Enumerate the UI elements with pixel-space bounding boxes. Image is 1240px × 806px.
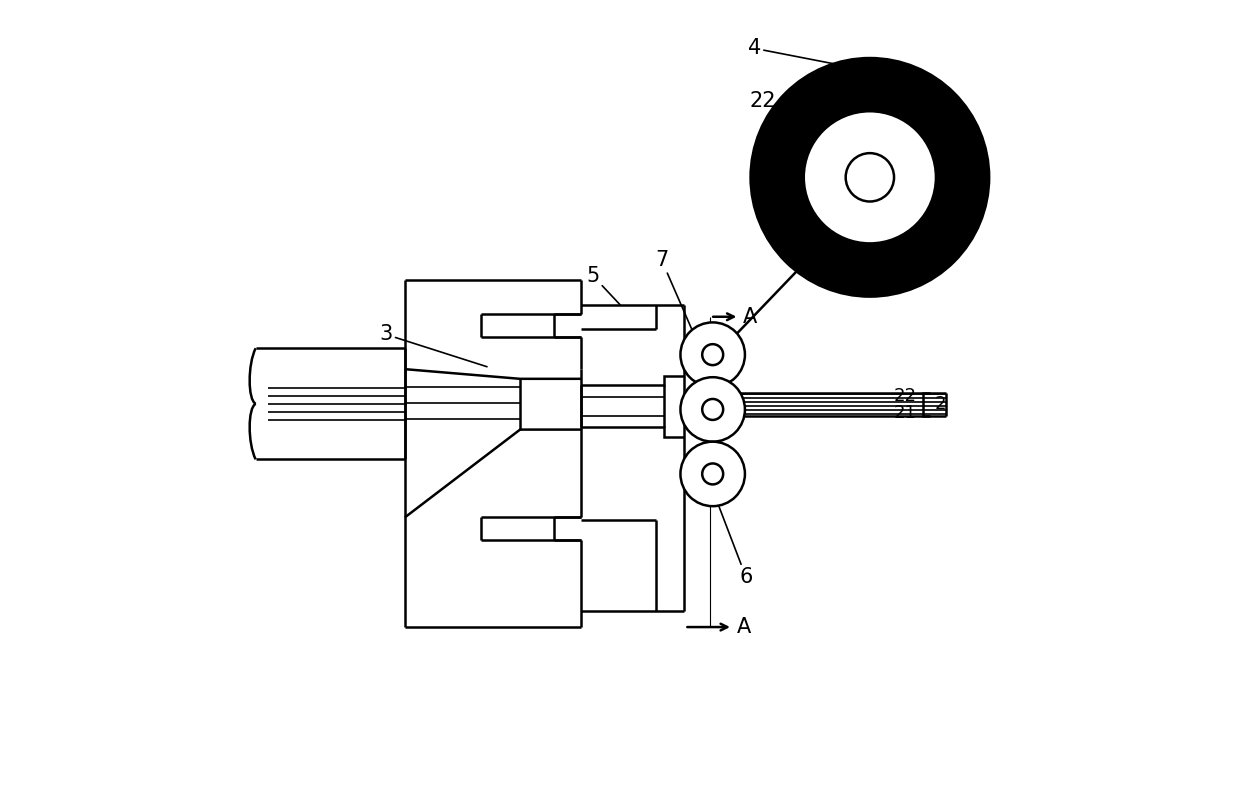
Circle shape: [681, 442, 745, 506]
Circle shape: [681, 322, 745, 387]
Text: A: A: [743, 307, 758, 326]
Circle shape: [804, 111, 936, 243]
Circle shape: [702, 399, 723, 420]
Text: 22: 22: [894, 387, 916, 405]
Text: 4: 4: [748, 39, 846, 66]
Text: A: A: [737, 617, 751, 637]
Text: 22: 22: [749, 91, 830, 119]
Text: 2: 2: [935, 395, 946, 413]
Text: 5: 5: [587, 266, 620, 305]
Circle shape: [702, 463, 723, 484]
Circle shape: [681, 377, 745, 442]
Circle shape: [750, 58, 990, 297]
Circle shape: [702, 344, 723, 365]
Text: 7: 7: [655, 251, 713, 377]
Text: 3: 3: [379, 325, 487, 367]
Circle shape: [846, 153, 894, 202]
Text: 21: 21: [894, 404, 916, 422]
Text: 6: 6: [713, 490, 753, 587]
